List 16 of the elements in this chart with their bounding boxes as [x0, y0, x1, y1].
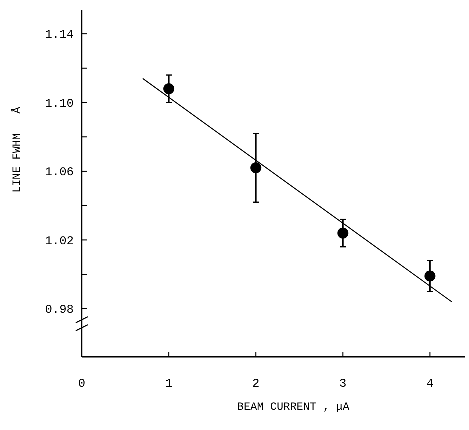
x-axis-title: BEAM CURRENT , μA: [237, 402, 350, 414]
point: [164, 84, 175, 95]
y-axis-title: LINE FWHM Å: [11, 106, 24, 193]
x-tick-label: 3: [340, 377, 347, 391]
x-tick-label: 2: [252, 377, 260, 391]
y-tick-label: 0.98: [45, 303, 74, 318]
x-tick-label: 0: [78, 377, 86, 391]
y-tick-label: 1.14: [45, 28, 74, 42]
y-tick-label: 1.06: [45, 166, 74, 180]
y-tick-label: 1.10: [45, 96, 74, 111]
point: [424, 270, 436, 282]
point: [338, 228, 349, 239]
y-tick-label: 1.02: [45, 234, 74, 248]
x-tick-label: 1: [165, 377, 173, 391]
point: [250, 162, 262, 174]
x-tick-label: 4: [426, 377, 434, 391]
